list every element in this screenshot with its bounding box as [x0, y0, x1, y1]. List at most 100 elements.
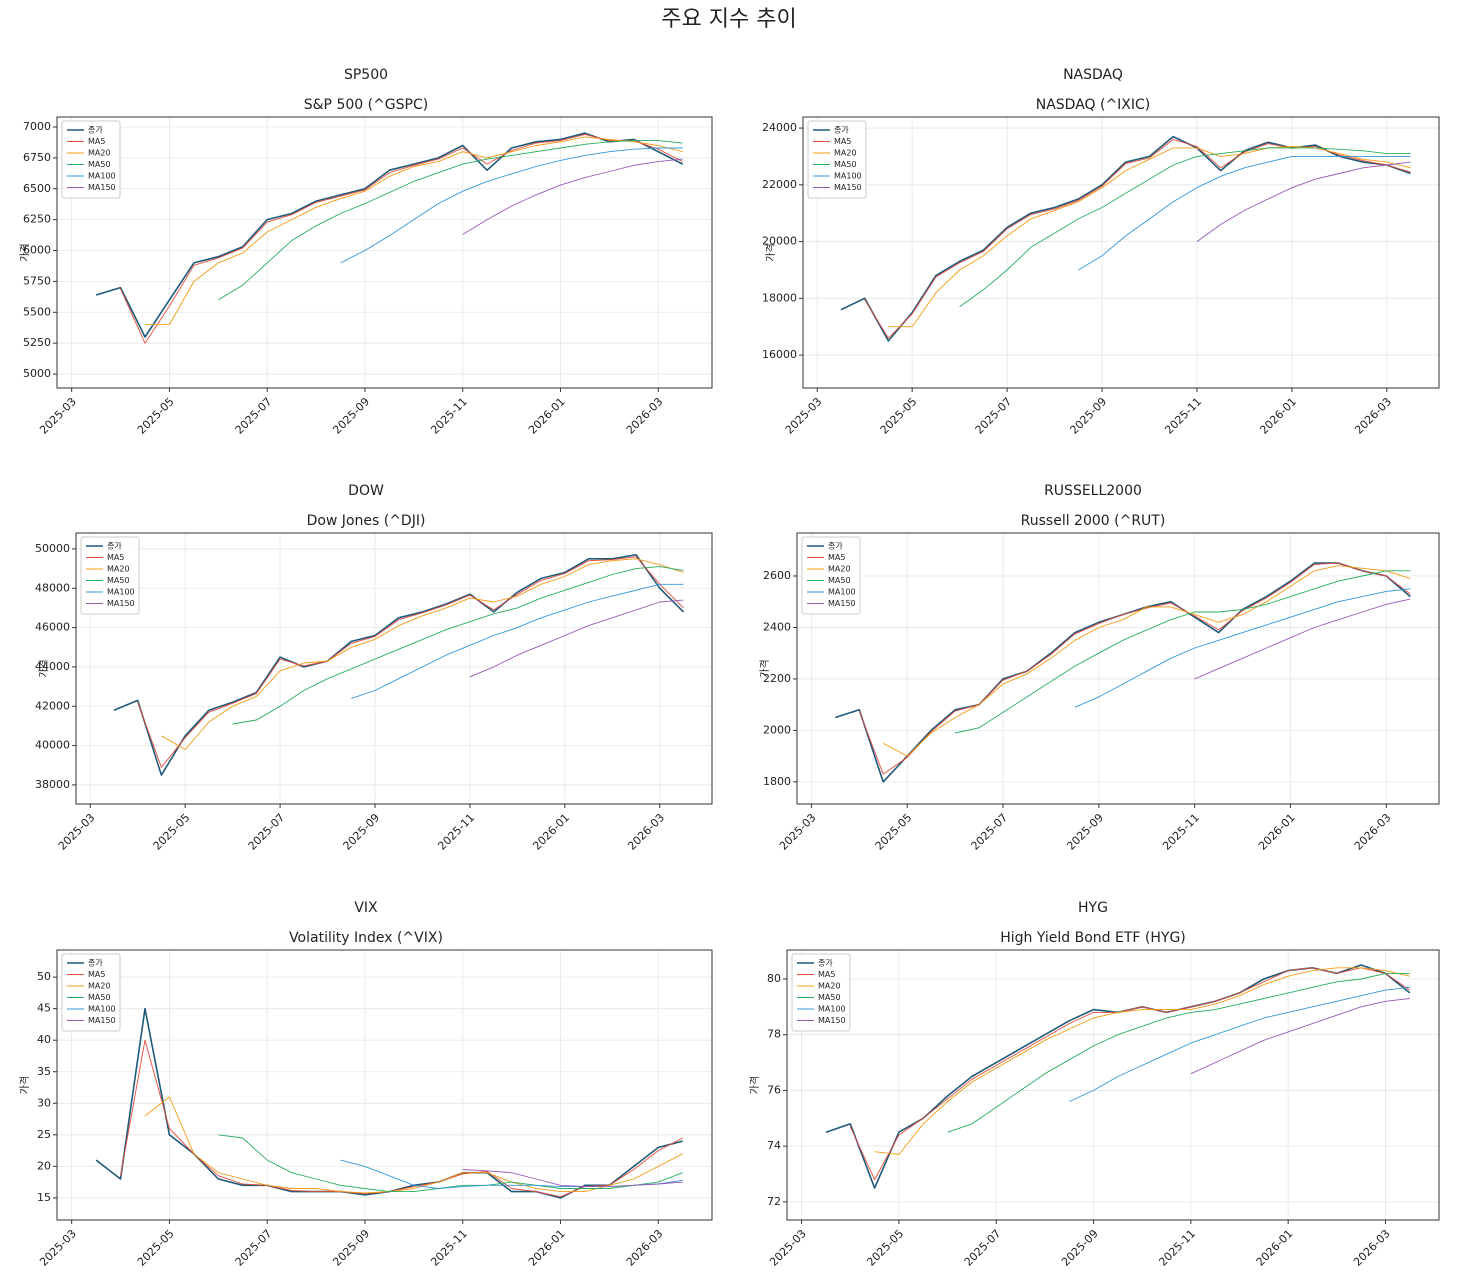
series-line — [218, 1134, 683, 1193]
y-tick-label: 42000 — [35, 699, 70, 712]
legend-label: MA100 — [88, 172, 116, 181]
series-line — [1069, 986, 1410, 1103]
y-tick-label: 40 — [37, 1033, 51, 1046]
legend-label: MA20 — [88, 149, 111, 158]
x-tick-label: 2025-07 — [246, 811, 288, 853]
series-line — [95, 132, 684, 338]
plot-frame — [56, 116, 713, 389]
x-tick-label: 2026-03 — [1352, 811, 1394, 853]
y-tick-label: 6750 — [23, 151, 51, 164]
y-tick-label: 38000 — [35, 778, 70, 791]
legend-label: MA5 — [88, 137, 105, 146]
y-tick-label: 18000 — [762, 291, 797, 304]
series-line — [947, 972, 1410, 1133]
series-line — [469, 599, 684, 678]
legend-label: MA150 — [828, 599, 856, 608]
y-tick-label: 2000 — [763, 723, 791, 736]
chart-title: Russell 2000 (^RUT) — [1021, 513, 1166, 529]
y-tick-label: 76 — [767, 1083, 781, 1096]
y-tick-label: 72 — [767, 1195, 781, 1208]
y-tick-label: 24000 — [762, 121, 797, 134]
plot-frame — [802, 116, 1440, 389]
x-tick-label: 2025-09 — [1059, 1227, 1101, 1269]
y-tick-label: 78 — [767, 1028, 781, 1041]
plot-frame — [56, 949, 713, 1221]
series-line — [1196, 161, 1411, 242]
y-tick-label: 5500 — [23, 305, 51, 318]
series-line — [1190, 998, 1410, 1075]
y-axis-label: 가격 — [18, 243, 31, 261]
x-tick-label: 2025-07 — [233, 1227, 275, 1269]
y-tick-label: 25 — [37, 1128, 51, 1141]
x-tick-label: 2025-05 — [151, 811, 193, 853]
y-tick-label: 5000 — [23, 367, 51, 380]
x-tick-label: 2025-07 — [969, 811, 1011, 853]
y-tick-label: 1800 — [763, 775, 791, 788]
legend-label: 종가 — [107, 542, 122, 551]
y-tick-label: 7000 — [23, 120, 51, 133]
legend-box — [791, 953, 851, 1032]
legend-label: MA100 — [818, 1005, 846, 1014]
y-tick-label: 44000 — [35, 660, 70, 673]
chart-title: High Yield Bond ETF (HYG) — [1000, 930, 1186, 946]
x-tick-label: 2025-03 — [783, 395, 825, 437]
x-tick-label: 2025-03 — [767, 1227, 809, 1269]
y-tick-label: 6500 — [23, 182, 51, 195]
legend-box — [61, 953, 121, 1032]
y-tick-label: 50 — [37, 970, 51, 983]
chart-title: S&P 500 (^GSPC) — [304, 97, 428, 113]
x-tick-label: 2025-11 — [1162, 395, 1204, 437]
series-line — [888, 146, 1411, 328]
legend-label: MA5 — [828, 553, 845, 562]
x-tick-label: 2026-01 — [526, 1227, 568, 1269]
y-tick-label: 30 — [37, 1096, 51, 1109]
x-tick-label: 2025-03 — [37, 395, 79, 437]
y-tick-label: 40000 — [35, 739, 70, 752]
y-tick-label: 6000 — [23, 244, 51, 257]
series-line — [351, 583, 684, 699]
series-line — [113, 554, 685, 776]
series-line — [145, 136, 683, 326]
legend-label: MA5 — [107, 553, 124, 562]
legend-label: MA100 — [88, 1005, 116, 1014]
plot-frame — [786, 949, 1440, 1221]
y-tick-label: 5250 — [23, 336, 51, 349]
series-line — [864, 138, 1411, 339]
y-tick-label: 5750 — [23, 274, 51, 287]
legend-label: 종가 — [818, 959, 833, 968]
x-tick-label: 2025-11 — [1156, 1227, 1198, 1269]
legend-label: MA150 — [107, 599, 135, 608]
x-tick-label: 2026-01 — [530, 811, 572, 853]
x-tick-label: 2025-05 — [135, 395, 177, 437]
legend-label: MA50 — [828, 576, 851, 585]
legend-label: MA5 — [818, 970, 835, 979]
subplot-heading: VIX — [354, 900, 378, 916]
subplot-heading: HYG — [1078, 900, 1108, 916]
series-line — [340, 1159, 683, 1189]
subplot-heading: DOW — [348, 483, 384, 499]
y-tick-label: 50000 — [35, 542, 70, 555]
x-tick-label: 2025-11 — [435, 811, 477, 853]
x-tick-label: 2025-03 — [56, 811, 98, 853]
series-line — [835, 562, 1411, 783]
y-axis-label: 가격 — [764, 243, 777, 261]
legend-box — [80, 536, 140, 615]
series-line — [858, 562, 1411, 775]
series-line — [340, 147, 683, 264]
x-tick-label: 2025-09 — [1064, 811, 1106, 853]
figure-title: 주요 지수 추이 — [661, 7, 796, 32]
series-line — [161, 558, 684, 750]
series-line — [462, 158, 683, 235]
x-tick-label: 2025-09 — [330, 1227, 372, 1269]
y-tick-label: 20 — [37, 1159, 51, 1172]
legend-label: MA50 — [834, 160, 857, 169]
legend-label: MA100 — [107, 588, 135, 597]
y-tick-label: 45 — [37, 1002, 51, 1015]
legend-label: MA50 — [107, 576, 130, 585]
series-line — [882, 565, 1411, 757]
series-line — [218, 140, 683, 301]
legend-label: MA20 — [88, 982, 111, 991]
legend-label: MA100 — [834, 172, 862, 181]
series-line — [120, 1039, 683, 1198]
